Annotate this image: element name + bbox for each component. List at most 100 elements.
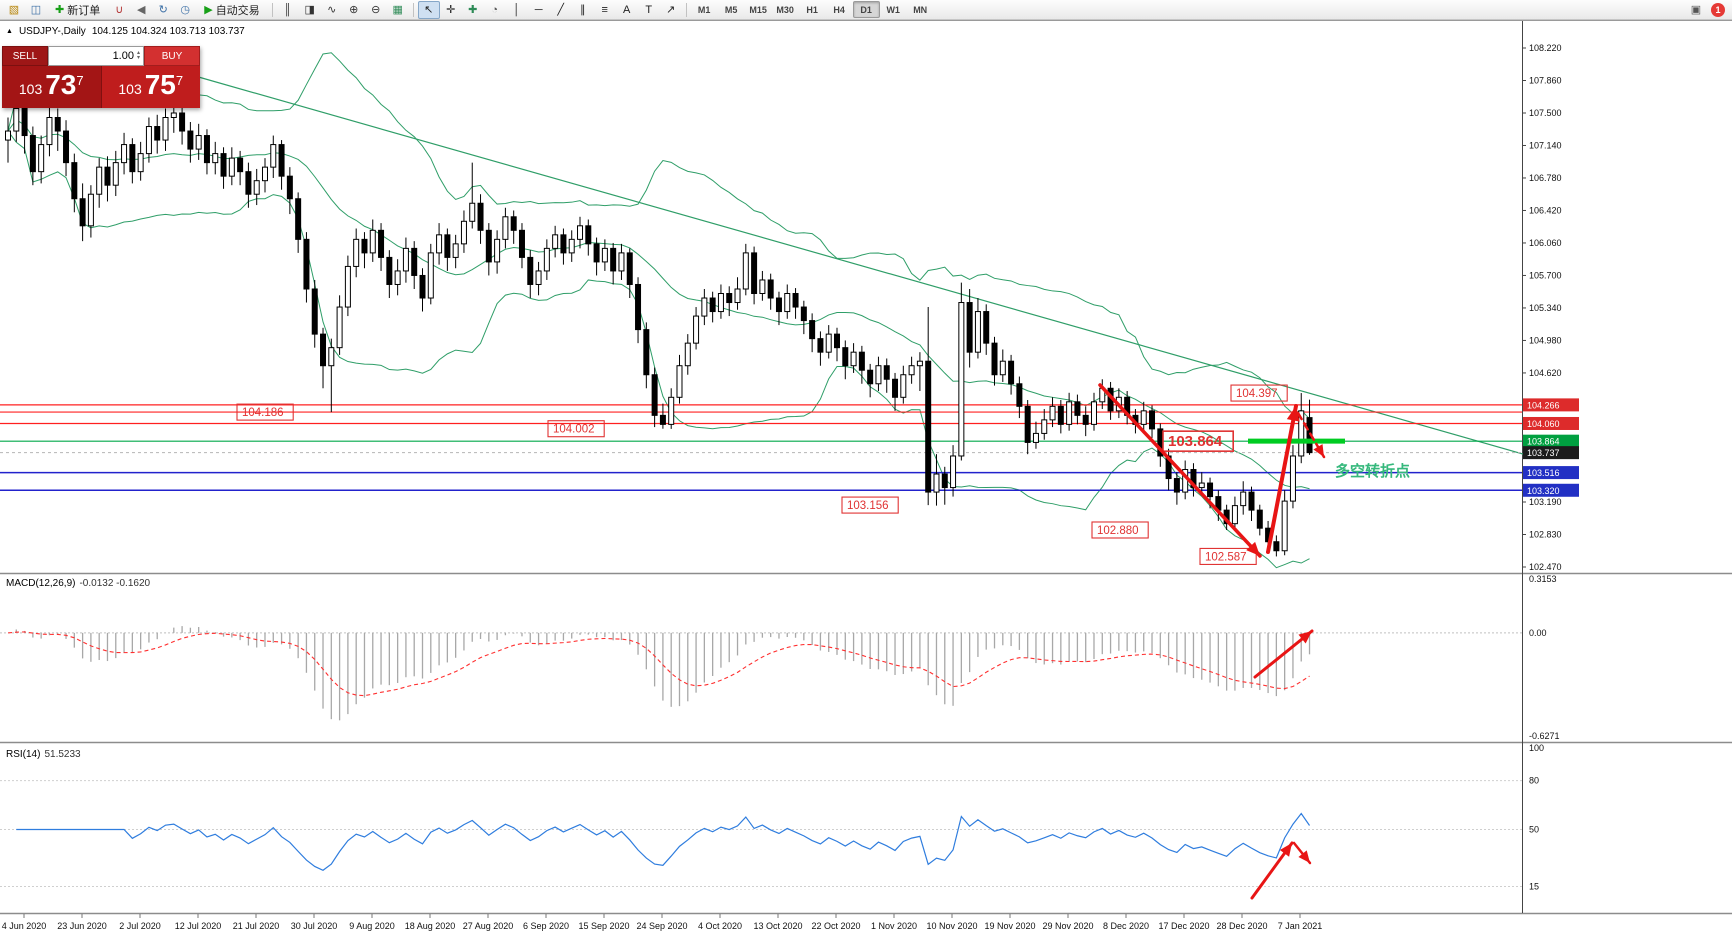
crosshair-icon[interactable]: ✛ — [446, 4, 456, 16]
sell-price-main: 103 — [18, 81, 43, 97]
svg-text:9 Aug 2020: 9 Aug 2020 — [349, 921, 395, 931]
alert-icon[interactable]: ◀ — [136, 4, 146, 16]
label-icon[interactable]: T — [645, 3, 653, 16]
bar-chart-icon[interactable]: ║ — [283, 3, 292, 16]
svg-text:28 Dec 2020: 28 Dec 2020 — [1216, 921, 1267, 931]
magnet-icon[interactable]: ∪ — [115, 4, 124, 16]
svg-text:50: 50 — [1529, 825, 1539, 835]
svg-text:107.500: 107.500 — [1529, 108, 1562, 118]
hline-icon[interactable]: ─ — [534, 3, 543, 16]
svg-text:4 Jun 2020: 4 Jun 2020 — [2, 921, 47, 931]
timeframe-m5-button[interactable]: M5 — [724, 4, 738, 15]
svg-text:103.190: 103.190 — [1529, 497, 1562, 507]
svg-text:103.156: 103.156 — [847, 500, 889, 512]
new-order-icon: ✚ — [55, 4, 65, 16]
svg-text:18 Aug 2020: 18 Aug 2020 — [405, 921, 456, 931]
vline-icon[interactable]: │ — [513, 3, 521, 16]
svg-text:107.860: 107.860 — [1529, 75, 1562, 85]
panel-frames — [0, 20, 1732, 915]
chart-windows-icon[interactable]: ▣ — [1690, 4, 1702, 16]
svg-text:102.880: 102.880 — [1097, 525, 1139, 537]
history-icon[interactable]: ◷ — [180, 4, 191, 16]
timeframe-mn-button[interactable]: MN — [913, 4, 928, 15]
volume-spinner[interactable]: ▴ ▾ — [136, 50, 140, 61]
rsi-name: RSI(14) — [6, 749, 41, 760]
trendline-annotation — [194, 75, 1531, 457]
spinner-up-icon[interactable]: ▴ — [136, 50, 140, 56]
timeframe-h4-button[interactable]: H4 — [833, 4, 845, 15]
buy-price-big: 75 — [144, 69, 176, 100]
buy-button[interactable]: BUY — [144, 46, 200, 66]
profiles-icon[interactable]: ◫ — [30, 4, 42, 16]
svg-text:21 Jul 2020: 21 Jul 2020 — [233, 921, 280, 931]
symbol-info: ▲ USDJPY-,Daily 104.125 104.324 103.713 … — [6, 26, 245, 37]
svg-text:27 Aug 2020: 27 Aug 2020 — [463, 921, 514, 931]
rsi-indicator — [0, 780, 1522, 888]
svg-text:29 Nov 2020: 29 Nov 2020 — [1042, 921, 1093, 931]
svg-text:103.320: 103.320 — [1527, 486, 1560, 496]
autotrading-button[interactable]: ▶ 自动交易 — [198, 1, 265, 18]
svg-text:104.002: 104.002 — [553, 424, 595, 436]
sell-button[interactable]: SELL — [2, 46, 48, 66]
autotrading-label: 自动交易 — [215, 4, 260, 17]
annotations: 多空转折点 — [1098, 383, 1410, 900]
svg-text:103.516: 103.516 — [1527, 468, 1560, 478]
svg-text:106.060: 106.060 — [1529, 238, 1562, 248]
timeframe-d1-button[interactable]: D1 — [852, 1, 880, 18]
zoom-in-icon[interactable]: ⊕ — [349, 4, 359, 16]
buy-price-display[interactable]: 103 75 7 — [101, 66, 200, 108]
sell-price-sup: 7 — [76, 73, 84, 88]
svg-text:108.220: 108.220 — [1529, 43, 1562, 53]
timeframe-m30-button[interactable]: M30 — [776, 4, 794, 15]
timeframe-m1-button[interactable]: M1 — [697, 4, 711, 15]
svg-text:80: 80 — [1529, 776, 1539, 786]
toolbar-separator — [685, 2, 687, 17]
macd-name: MACD(12,26,9) — [6, 578, 76, 589]
arrows-icon[interactable]: ↗ — [666, 4, 676, 16]
new-order-label: 新订单 — [67, 4, 101, 17]
svg-text:105.340: 105.340 — [1529, 303, 1562, 313]
svg-text:105.700: 105.700 — [1529, 270, 1562, 280]
svg-text:103.737: 103.737 — [1527, 448, 1560, 458]
line-chart-icon[interactable]: ∿ — [327, 4, 337, 16]
notification-badge[interactable]: 1 — [1711, 2, 1725, 17]
svg-text:多空转折点: 多空转折点 — [1335, 462, 1410, 480]
svg-text:104.397: 104.397 — [1236, 388, 1278, 400]
rsi-label: RSI(14) 51.5233 — [6, 749, 81, 760]
macd-label: MACD(12,26,9) -0.0132 -0.1620 — [6, 578, 150, 589]
svg-text:100: 100 — [1529, 743, 1544, 753]
trendline-icon[interactable]: ╱ — [557, 4, 564, 16]
spinner-down-icon[interactable]: ▾ — [136, 55, 140, 61]
timeframe-w1-button[interactable]: W1 — [886, 4, 900, 15]
svg-text:102.830: 102.830 — [1529, 530, 1562, 540]
svg-text:2 Jul 2020: 2 Jul 2020 — [119, 921, 161, 931]
svg-text:0.00: 0.00 — [1529, 628, 1547, 638]
add-object-icon[interactable]: ✚ — [468, 4, 478, 16]
timeframe-h1-button[interactable]: H1 — [806, 4, 818, 15]
new-order-button[interactable]: ✚ 新订单 — [49, 1, 106, 18]
text-icon[interactable]: A — [623, 3, 631, 16]
volume-input[interactable]: 1.00 ▴ ▾ — [48, 46, 144, 66]
channel-icon[interactable]: ∥ — [579, 4, 586, 16]
svg-text:10 Nov 2020: 10 Nov 2020 — [926, 921, 977, 931]
timeframe-m15-button[interactable]: M15 — [749, 4, 767, 15]
zoom-out-icon[interactable]: ⊖ — [371, 4, 381, 16]
sell-price-display[interactable]: 103 73 7 — [2, 66, 102, 108]
level-labels: 104.186 104.002 103.156 102.880 102.587 104.3… — [236, 384, 1288, 565]
candlestick-icon[interactable]: ◨ — [304, 4, 315, 16]
sell-price-big: 73 — [45, 69, 77, 100]
buy-price-main: 103 — [118, 81, 142, 97]
svg-text:104.266: 104.266 — [1527, 400, 1560, 410]
svg-text:24 Sep 2020: 24 Sep 2020 — [636, 921, 687, 931]
indicators-icon[interactable]: ▦ — [392, 4, 403, 16]
period-icon[interactable]: ◔ — [491, 3, 499, 16]
buy-price-sup: 7 — [175, 73, 184, 88]
refresh-icon[interactable]: ↻ — [158, 4, 168, 16]
macd-values: -0.0132 -0.1620 — [79, 578, 151, 589]
cursor-icon[interactable]: ↖ — [417, 0, 440, 19]
new-chart-icon[interactable]: ▧ — [8, 4, 20, 16]
symbol-name: USDJPY-,Daily — [18, 26, 86, 37]
fibonacci-icon[interactable]: ≡ — [601, 3, 608, 16]
